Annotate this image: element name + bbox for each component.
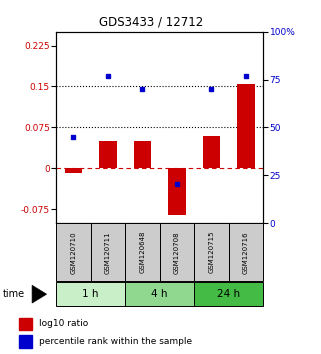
Text: 24 h: 24 h bbox=[217, 289, 240, 299]
Text: GSM120716: GSM120716 bbox=[243, 231, 249, 274]
Text: GSM120715: GSM120715 bbox=[208, 231, 214, 274]
Bar bbox=[125, 282, 194, 306]
Bar bbox=[168, 169, 186, 215]
Bar bbox=[229, 223, 263, 281]
Bar bbox=[56, 282, 125, 306]
Text: percentile rank within the sample: percentile rank within the sample bbox=[39, 337, 193, 346]
Bar bbox=[99, 141, 117, 169]
Text: GSM120711: GSM120711 bbox=[105, 231, 111, 274]
Text: GSM120648: GSM120648 bbox=[139, 231, 145, 274]
Text: GSM120708: GSM120708 bbox=[174, 231, 180, 274]
Text: GDS3433 / 12712: GDS3433 / 12712 bbox=[99, 16, 203, 29]
Bar bbox=[56, 223, 91, 281]
Bar bbox=[134, 141, 151, 169]
Text: 1 h: 1 h bbox=[82, 289, 99, 299]
Bar bbox=[65, 169, 82, 173]
Bar bbox=[194, 223, 229, 281]
Bar bbox=[125, 223, 160, 281]
Bar bbox=[237, 84, 255, 169]
Text: time: time bbox=[3, 289, 25, 299]
Text: log10 ratio: log10 ratio bbox=[39, 319, 89, 329]
Text: GSM120710: GSM120710 bbox=[70, 231, 76, 274]
Text: 4 h: 4 h bbox=[152, 289, 168, 299]
Bar bbox=[194, 282, 263, 306]
Bar bbox=[19, 335, 32, 348]
Bar bbox=[19, 318, 32, 330]
Bar bbox=[160, 223, 194, 281]
Bar bbox=[203, 136, 220, 169]
Bar bbox=[91, 223, 125, 281]
